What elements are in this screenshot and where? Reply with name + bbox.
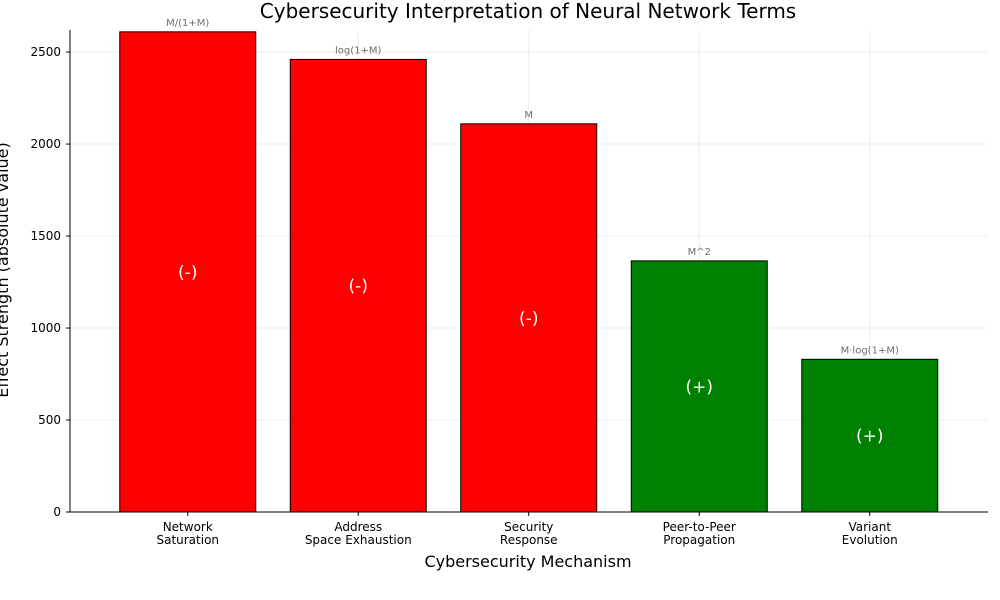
bar bbox=[630, 260, 768, 513]
y-tick-label: 0 bbox=[53, 505, 61, 519]
bar bbox=[119, 31, 257, 513]
sign-label: (-) bbox=[349, 277, 368, 297]
y-tick-label: 2500 bbox=[30, 45, 61, 59]
x-tick-label: Security bbox=[504, 520, 553, 534]
x-tick-label: Saturation bbox=[156, 533, 219, 547]
sign-label: (-) bbox=[519, 309, 538, 329]
x-tick-label: Propagation bbox=[663, 533, 735, 547]
x-tick-label: Evolution bbox=[842, 533, 898, 547]
formula-label: log(1+M) bbox=[335, 45, 382, 56]
x-tick-label: Space Exhaustion bbox=[305, 533, 412, 547]
formula-label: M·log(1+M) bbox=[841, 345, 899, 356]
y-tick-label: 2000 bbox=[30, 137, 61, 151]
x-tick-label: Network bbox=[163, 520, 213, 534]
sign-label: (+) bbox=[685, 377, 713, 397]
x-tick-label: Variant bbox=[848, 520, 891, 534]
bar bbox=[801, 358, 939, 513]
x-tick-label: Response bbox=[500, 533, 558, 547]
y-tick-label: 1000 bbox=[30, 321, 61, 335]
y-tick-label: 1500 bbox=[30, 229, 61, 243]
y-axis-title: Effect Strength (absolute value) bbox=[0, 142, 12, 398]
formula-label: M bbox=[524, 110, 533, 121]
sign-label: (+) bbox=[856, 427, 884, 447]
chart-title: Cybersecurity Interpretation of Neural N… bbox=[260, 0, 796, 23]
formula-label: M/(1+M) bbox=[166, 18, 209, 29]
bar-annotations: M/(1+M) (-) log(1+M) (-) M (-) M^2 (+) M·log(1+M… bbox=[166, 18, 899, 447]
bar bbox=[289, 58, 427, 513]
y-tick-label: 500 bbox=[38, 413, 61, 427]
formula-label: M^2 bbox=[688, 247, 711, 258]
sign-label: (-) bbox=[178, 263, 197, 283]
x-tick-label: Peer-to-Peer bbox=[663, 520, 736, 534]
x-axis-title: Cybersecurity Mechanism bbox=[424, 552, 631, 571]
x-tick-label: Address bbox=[334, 520, 382, 534]
